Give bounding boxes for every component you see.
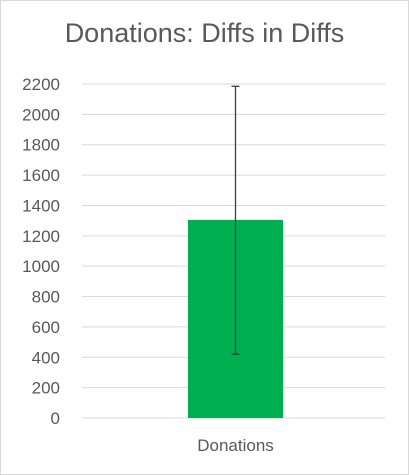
y-tick-label: 1200: [22, 227, 60, 246]
x-axis-category-labels: Donations: [197, 436, 274, 455]
error-bars: [231, 85, 240, 355]
y-axis-tick-labels: 0 200 400 600 800 1000 1200 1400 1600 1800 2000 220…: [22, 75, 60, 428]
y-tick-label: 200: [32, 379, 60, 398]
y-tick-label: 1400: [22, 196, 60, 215]
x-category-label: Donations: [197, 436, 274, 455]
y-tick-label: 1600: [22, 166, 60, 185]
y-tick-label: 1800: [22, 136, 60, 155]
y-tick-label: 1000: [22, 257, 60, 276]
y-tick-label: 0: [51, 409, 60, 428]
y-tick-label: 400: [32, 348, 60, 367]
chart-title: Donations: Diffs in Diffs: [64, 18, 345, 48]
y-tick-label: 2000: [22, 105, 60, 124]
y-tick-label: 2200: [22, 75, 60, 94]
y-tick-label: 600: [32, 318, 60, 337]
y-tick-label: 800: [32, 288, 60, 307]
